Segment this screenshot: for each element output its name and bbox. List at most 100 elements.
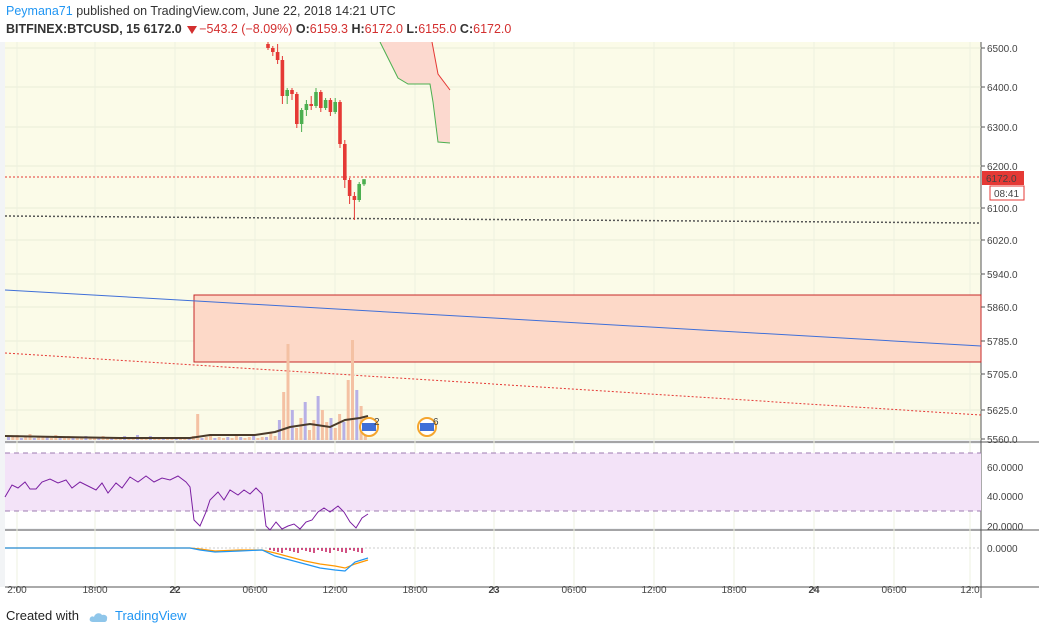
rsi-band xyxy=(5,453,981,511)
candle-body xyxy=(347,180,352,196)
volume-bar xyxy=(127,438,131,440)
rsi-axis-label: 60.0000 xyxy=(987,463,1024,474)
candle[interactable] xyxy=(285,88,289,104)
time-axis-label: 2:00 xyxy=(7,585,27,596)
price-axis-label: 5705.0 xyxy=(987,370,1018,381)
candle-body xyxy=(275,52,280,60)
volume-bar xyxy=(110,438,114,440)
volume-bar xyxy=(183,438,187,440)
volume-bar xyxy=(222,438,225,440)
volume-bar xyxy=(316,396,320,440)
volume-bar xyxy=(75,438,79,440)
time-axis-label: 23 xyxy=(488,585,500,596)
price-axis-label: 5560.0 xyxy=(987,435,1018,446)
event-marker-flag-icon[interactable]: 2 xyxy=(359,417,380,437)
author-link[interactable]: Peymana71 xyxy=(6,4,73,18)
volume-bar xyxy=(282,392,286,440)
volume-bar xyxy=(243,438,247,440)
macd-line xyxy=(5,547,369,572)
volume-bar xyxy=(333,428,337,440)
candle[interactable] xyxy=(299,108,304,132)
time-axis-label: 06:00 xyxy=(881,585,906,596)
macd-pane[interactable] xyxy=(5,531,981,587)
volume-bar xyxy=(50,438,53,440)
support-zone-rectangle[interactable] xyxy=(193,294,982,363)
volume-bar xyxy=(118,438,122,440)
candle[interactable] xyxy=(323,98,328,110)
volume-bar xyxy=(346,380,350,440)
cloud-area xyxy=(380,42,450,143)
price-axis-label: 6300.0 xyxy=(987,123,1018,134)
candle[interactable] xyxy=(338,100,342,148)
candle-body xyxy=(280,60,285,96)
candle[interactable] xyxy=(266,42,270,50)
time-axis-label: 12:0 xyxy=(960,585,980,596)
trend-line-blue[interactable] xyxy=(4,289,982,347)
candle[interactable] xyxy=(280,56,285,104)
tradingview-logo[interactable]: TradingView xyxy=(89,608,187,623)
candle[interactable] xyxy=(362,179,366,186)
price-axis-label: 6500.0 xyxy=(987,44,1018,55)
candle-body xyxy=(323,100,328,108)
volume-bar xyxy=(273,436,277,440)
volume-moving-average xyxy=(4,415,369,439)
candle[interactable] xyxy=(309,96,313,110)
candle-body xyxy=(357,184,361,200)
price-axis-label: 6400.0 xyxy=(987,83,1018,94)
volume-bar xyxy=(355,390,359,440)
candle-body xyxy=(290,90,294,94)
candle[interactable] xyxy=(357,182,361,202)
volume-bar xyxy=(32,438,36,440)
candle[interactable] xyxy=(275,44,280,64)
symbol-label[interactable]: BITFINEX:BTCUSD, 15 xyxy=(6,22,141,36)
price-badge xyxy=(982,171,1024,185)
volume-bar xyxy=(239,437,243,440)
price-pane[interactable] xyxy=(5,42,981,440)
candle-body xyxy=(299,110,304,124)
price-axis-label: 5785.0 xyxy=(987,337,1018,348)
time-axis-label: 12:00 xyxy=(641,585,666,596)
event-count: 2 xyxy=(374,417,380,428)
candle[interactable] xyxy=(295,92,299,128)
volume-bar xyxy=(226,437,230,440)
candle[interactable] xyxy=(343,140,347,188)
footer: Created with TradingView xyxy=(0,598,1039,634)
publish-info: Peymana71 published on TradingView.com, … xyxy=(6,4,396,18)
candle[interactable] xyxy=(314,88,318,108)
volume-bar xyxy=(15,435,19,440)
time-axis-label: 06:00 xyxy=(561,585,586,596)
candle[interactable] xyxy=(319,90,323,112)
volume-bar xyxy=(265,437,268,440)
volume-bar xyxy=(252,436,256,440)
candles[interactable] xyxy=(266,42,366,220)
volume-bar xyxy=(217,437,221,440)
price-axis-label: 5940.0 xyxy=(987,270,1018,281)
candle-body xyxy=(328,100,333,112)
candle[interactable] xyxy=(328,98,333,116)
price-change: −543.2 (−8.09%) xyxy=(199,22,293,36)
candle[interactable] xyxy=(347,178,352,204)
cloud-lower-edge xyxy=(379,42,451,144)
candle[interactable] xyxy=(290,88,294,100)
candle[interactable] xyxy=(304,100,309,116)
rsi-axis-label: 40.0000 xyxy=(987,492,1024,503)
candle-body xyxy=(338,102,342,144)
horizontal-line-dark[interactable] xyxy=(4,215,982,224)
macd-indicator xyxy=(5,547,981,572)
volume-bar xyxy=(269,432,273,440)
candle-body xyxy=(343,144,347,180)
volume-bar xyxy=(58,437,62,440)
event-marker-flag-icon[interactable]: 6 xyxy=(417,417,439,437)
candle[interactable] xyxy=(271,46,275,56)
volume-bar xyxy=(303,402,307,440)
candle[interactable] xyxy=(352,192,357,220)
volume-bar xyxy=(234,436,238,440)
created-with-text: Created with xyxy=(6,608,79,623)
volume-bar xyxy=(196,414,200,440)
high-label: H: xyxy=(351,22,365,36)
trend-line-red-dotted[interactable] xyxy=(4,352,982,416)
chart-area[interactable]: 2 6 6500.0 6400.0 6300.0 6200.0 6100.0 6020.0… xyxy=(0,42,1039,598)
volume-bar xyxy=(256,438,260,440)
candle[interactable] xyxy=(333,98,337,114)
volume-bar xyxy=(351,340,354,440)
